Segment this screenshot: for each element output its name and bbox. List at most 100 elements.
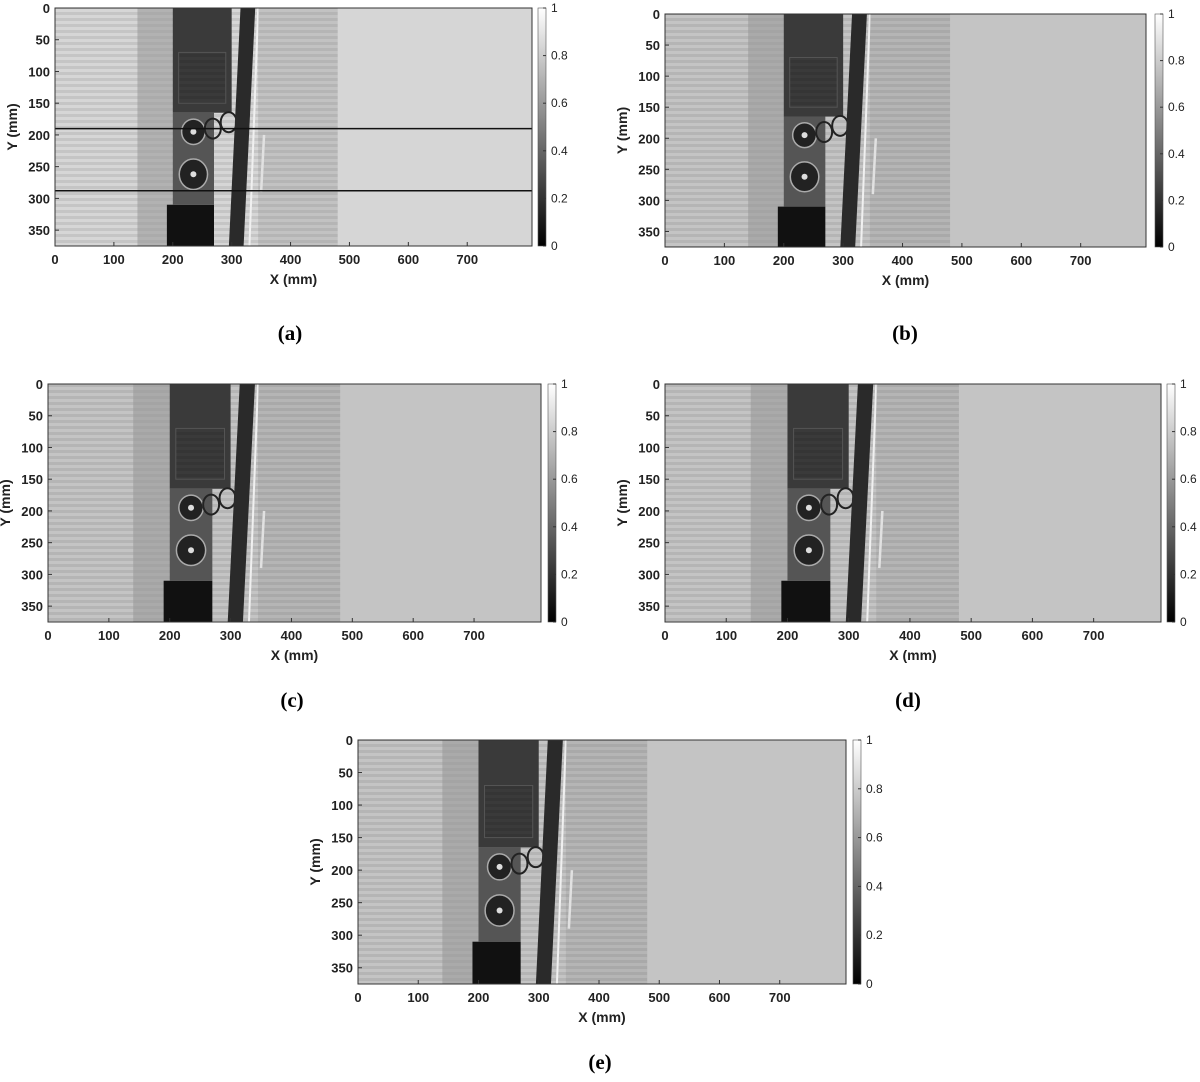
colorbar-tick-label: 0.8 — [1180, 425, 1197, 439]
colorbar-tick-label: 1 — [1180, 377, 1187, 391]
y-tick-label: 0 — [36, 377, 43, 392]
colorbar-tick-label: 0.2 — [551, 191, 568, 205]
x-axis-label: X (mm) — [271, 647, 318, 663]
y-tick-label: 150 — [21, 472, 43, 487]
ring-center — [496, 863, 503, 870]
y-tick-label: 200 — [638, 131, 660, 146]
y-tick-label: 300 — [638, 193, 660, 208]
panel-caption: (d) — [895, 688, 921, 712]
colorbar-tick-label: 0.2 — [866, 928, 883, 942]
x-axis-label: X (mm) — [270, 271, 317, 287]
y-tick-label: 50 — [36, 33, 50, 48]
colorbar-tick-label: 0.8 — [866, 782, 883, 796]
rod — [871, 138, 878, 195]
y-tick-label: 200 — [638, 504, 660, 519]
rod — [878, 510, 884, 569]
panel-caption: (e) — [588, 1050, 611, 1074]
colorbar-tick-label: 0.4 — [1180, 520, 1197, 534]
y-tick-label: 350 — [331, 961, 353, 976]
colorbar-tick-label: 0.6 — [866, 831, 883, 845]
x-tick-label: 200 — [468, 990, 490, 1005]
y-axis-label: Y (mm) — [4, 103, 20, 150]
colorbar-tick-label: 0.8 — [551, 49, 568, 63]
axes-frame — [54, 7, 533, 247]
ring-center — [190, 128, 197, 135]
left-band — [750, 384, 788, 622]
y-tick-label: 100 — [638, 69, 660, 84]
x-tick-label: 0 — [661, 253, 668, 268]
ring-center — [801, 173, 808, 180]
vertical-edge — [866, 384, 878, 622]
y-tick-label: 100 — [638, 440, 660, 455]
y-tick-label: 250 — [638, 162, 660, 177]
colorbar-tick-label: 1 — [866, 733, 873, 747]
panel: 0 100 200 300 400 500 600 700 0 50 100 150 200 250 300… — [4, 1, 568, 345]
x-tick-label: 200 — [162, 252, 184, 267]
x-tick-label: 0 — [44, 628, 51, 643]
y-tick-label: 350 — [21, 599, 43, 614]
ring-center — [801, 132, 808, 139]
colorbar-tick-label: 0 — [1168, 240, 1175, 254]
object-box-inner — [793, 427, 844, 480]
panel: 0 100 200 300 400 500 600 700 0 50 100 150 200 250 300… — [0, 377, 578, 712]
axes-frame — [664, 383, 1162, 623]
x-tick-label: 400 — [588, 990, 610, 1005]
radar-image — [665, 14, 1146, 247]
y-axis-label: Y (mm) — [0, 479, 13, 526]
vertical-edge — [860, 14, 871, 247]
rod — [567, 870, 574, 929]
x-tick-label: 400 — [281, 628, 303, 643]
vertical-bar — [845, 384, 874, 622]
vertical-bar — [840, 14, 867, 247]
y-tick-label: 150 — [331, 831, 353, 846]
colorbar-tick-label: 0.2 — [1168, 193, 1185, 207]
y-tick-label: 150 — [28, 96, 50, 111]
scissor-loop — [202, 493, 221, 516]
x-tick-label: 300 — [832, 253, 854, 268]
x-tick-label: 300 — [220, 628, 242, 643]
x-tick-label: 500 — [960, 628, 982, 643]
speckle-zone — [876, 384, 959, 622]
colorbar-tick-label: 0.6 — [551, 96, 568, 110]
x-tick-label: 700 — [1070, 253, 1092, 268]
radar-image — [48, 384, 541, 622]
y-tick-label: 0 — [346, 733, 353, 748]
x-tick-label: 100 — [98, 628, 120, 643]
scissor-loop — [510, 852, 529, 875]
x-tick-label: 600 — [402, 628, 424, 643]
y-tick-label: 50 — [29, 409, 43, 424]
panel-caption: (b) — [892, 321, 918, 345]
x-tick-label: 400 — [892, 253, 914, 268]
colorbar-tick-label: 0.6 — [1180, 472, 1197, 486]
speckle-zone — [869, 14, 951, 247]
x-tick-label: 300 — [838, 628, 860, 643]
panel: 0 100 200 300 400 500 600 700 0 50 100 150 200 250 300… — [614, 377, 1197, 712]
x-tick-label: 500 — [951, 253, 973, 268]
y-tick-label: 0 — [43, 1, 50, 16]
rod — [259, 134, 266, 193]
scissor-loop — [820, 493, 839, 516]
vertical-bar — [228, 8, 256, 246]
x-tick-label: 0 — [51, 252, 58, 267]
y-tick-label: 200 — [21, 504, 43, 519]
radar-image — [55, 8, 532, 246]
y-tick-label: 200 — [28, 128, 50, 143]
y-tick-label: 100 — [28, 64, 50, 79]
colorbar-tick-label: 0.8 — [561, 425, 578, 439]
y-tick-label: 250 — [21, 536, 43, 551]
x-tick-label: 400 — [280, 252, 302, 267]
x-tick-label: 200 — [159, 628, 181, 643]
y-tick-label: 0 — [653, 7, 660, 22]
colorbar — [537, 7, 547, 247]
colorbar — [1154, 13, 1164, 248]
x-tick-label: 600 — [397, 252, 419, 267]
colorbar-tick-label: 0.4 — [551, 144, 568, 158]
y-tick-label: 350 — [28, 223, 50, 238]
colorbar-tick-label: 0.2 — [1180, 567, 1197, 581]
colorbar — [547, 383, 557, 623]
x-tick-label: 0 — [661, 628, 668, 643]
colorbar-tick-label: 0.6 — [1168, 100, 1185, 114]
colorbar-tick-label: 1 — [561, 377, 568, 391]
ring-center — [188, 547, 195, 554]
speckle-zone — [257, 384, 341, 622]
